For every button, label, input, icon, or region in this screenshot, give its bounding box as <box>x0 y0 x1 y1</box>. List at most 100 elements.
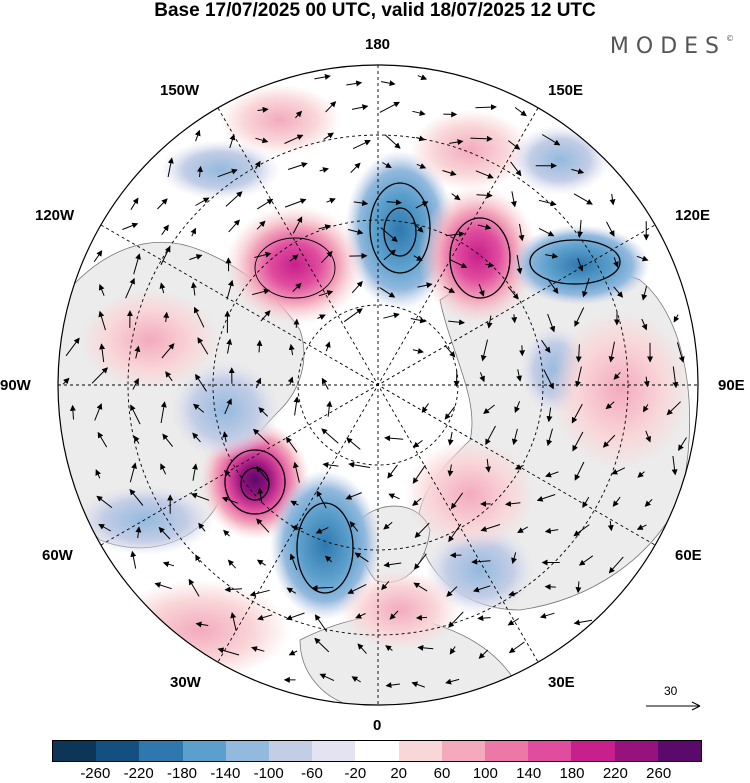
wind-vector <box>292 282 302 292</box>
wind-vector <box>485 425 496 446</box>
wind-vector <box>154 582 172 590</box>
lon-label-150w: 150W <box>160 82 200 99</box>
wind-vector <box>613 257 619 268</box>
lon-label-30w: 30W <box>170 674 201 691</box>
wind-vector <box>289 254 299 262</box>
wind-vector <box>345 492 362 500</box>
wind-vector <box>613 286 624 298</box>
wind-vector <box>188 578 200 597</box>
wind-vector <box>189 254 203 261</box>
wind-vector <box>167 157 174 178</box>
wind-vector <box>97 431 108 448</box>
colorbar-tick-label: -180 <box>166 765 198 782</box>
colorbar-tick-label: 140 <box>516 765 542 782</box>
wind-vector <box>471 558 491 565</box>
wind-vector <box>572 431 584 452</box>
wind-vector <box>447 464 454 477</box>
colorbar-tick-label: -260 <box>80 765 111 782</box>
wind-vector <box>541 134 561 146</box>
wind-vector <box>251 646 265 652</box>
wind-vector <box>348 461 370 468</box>
wind-vector <box>547 313 556 333</box>
wind-vector <box>318 224 332 230</box>
wind-vector <box>258 407 269 417</box>
wind-vector <box>347 228 364 235</box>
wind-vector <box>574 461 585 481</box>
wind-vector <box>445 678 460 685</box>
wind-vector <box>508 641 525 654</box>
wind-vector <box>447 431 454 446</box>
wind-vector <box>448 611 464 628</box>
colorbar <box>52 740 702 762</box>
wind-vector <box>357 643 367 654</box>
wind-vector <box>290 500 299 507</box>
wind-vector <box>133 435 140 444</box>
wind-vector <box>411 681 425 688</box>
wind-vector <box>483 404 495 415</box>
colorbar-tick-label: -20 <box>344 765 367 782</box>
wind-vector <box>609 193 616 206</box>
wind-vector <box>293 318 300 328</box>
wind-vector <box>343 308 363 323</box>
wind-vector <box>254 251 272 258</box>
colorbar-swatch <box>657 741 702 761</box>
wind-vector <box>256 559 266 566</box>
lon-label-90e: 90E <box>718 377 745 394</box>
wind-vector <box>284 134 304 144</box>
wind-vector <box>577 220 584 238</box>
wind-vector <box>517 526 528 533</box>
map-title: Base 17/07/2025 00 UTC, valid 18/07/2025… <box>154 0 596 21</box>
wind-vector <box>546 428 553 447</box>
wind-vector <box>415 614 428 621</box>
wind-vector <box>319 673 335 682</box>
wind-vector <box>666 401 681 416</box>
wind-vector <box>318 290 334 297</box>
wind-vector <box>380 227 398 242</box>
wind-vector <box>478 283 485 297</box>
wind-vector <box>451 193 461 201</box>
colorbar-swatch <box>96 741 140 761</box>
wind-vector <box>255 377 262 389</box>
wind-vector <box>442 170 457 176</box>
colorbar-tick-label: 60 <box>433 765 451 782</box>
reference-arrow-icon <box>646 701 701 711</box>
colorbar-swatch <box>355 741 399 761</box>
wind-vector <box>316 490 327 509</box>
wind-vector <box>160 245 171 266</box>
wind-vector <box>227 559 237 569</box>
wind-vector <box>514 107 527 117</box>
wind-vector <box>190 227 196 237</box>
wind-vector <box>223 529 230 537</box>
wind-vector <box>354 552 369 563</box>
wind-vector <box>449 139 464 146</box>
colorbar-tick-label: -60 <box>301 765 323 782</box>
wind-vector <box>129 488 144 506</box>
wind-vector <box>571 168 585 175</box>
wind-vector <box>641 286 648 301</box>
wind-vector <box>157 198 168 210</box>
colorbar-swatch <box>441 741 486 761</box>
wind-vector <box>410 317 427 324</box>
colorbar-tick-label: -220 <box>123 765 154 782</box>
wind-vector <box>516 254 523 275</box>
wind-vector <box>255 137 269 144</box>
wind-vector <box>125 277 135 299</box>
wind-vector <box>514 464 524 470</box>
wind-vector <box>350 162 361 173</box>
wind-vector <box>606 221 615 237</box>
wind-vector <box>217 168 238 178</box>
wind-vector <box>613 371 621 380</box>
wind-vector <box>256 465 270 483</box>
map-boundary <box>57 64 699 706</box>
wind-vector <box>346 437 361 450</box>
wind-vector <box>193 403 205 413</box>
wind-vector <box>324 341 331 352</box>
colorbar-swatch <box>398 741 442 761</box>
wind-vector <box>256 518 270 533</box>
wind-vector <box>470 135 493 142</box>
wind-vector <box>539 612 555 619</box>
wind-vector <box>314 614 328 632</box>
wind-vector <box>546 407 553 423</box>
wind-vector <box>384 134 401 149</box>
wind-vector <box>132 378 139 390</box>
